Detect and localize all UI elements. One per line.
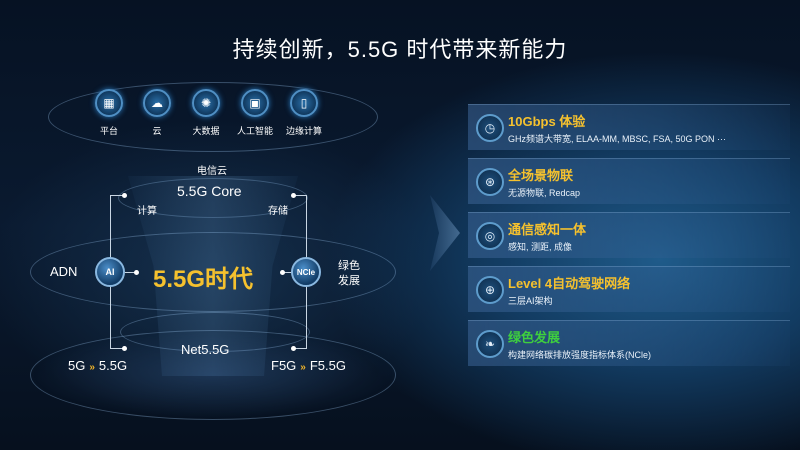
to-5-5g: 5.5G [98, 358, 128, 373]
chevron-right-icon [430, 195, 460, 271]
ai-chip-icon: ▣ [241, 89, 269, 117]
leaf-icon: ❧ [476, 330, 504, 358]
ncle-connector [282, 272, 292, 273]
ai-connector [125, 272, 137, 273]
bottom-ring [30, 330, 396, 420]
from-f5g: F5G [271, 358, 297, 373]
panel-subtitle: 无源物联, Redcap [508, 188, 581, 198]
panel-subtitle: 构建网络碳排放强度指标体系(NCle) [508, 350, 651, 360]
green-label-1: 绿色 [338, 260, 360, 272]
cloud-icon: ☁ [143, 89, 171, 117]
from-5g: 5G [68, 358, 86, 373]
ai-node: AI [95, 257, 125, 287]
adn-label: ADN [50, 264, 78, 279]
icon-label-ai: 人工智能 [236, 126, 273, 136]
dot [280, 270, 285, 275]
top-ring [48, 82, 378, 152]
icon-label-big-data: 大数据 [192, 126, 220, 136]
green-label-2: 发展 [338, 275, 360, 287]
left-bracket-top [110, 195, 124, 196]
double-chevron-icon: » [89, 362, 95, 373]
panel-title: 通信感知一体 [508, 222, 587, 237]
right-bracket-bottom [293, 348, 307, 349]
icon-label-cloud: 云 [152, 126, 162, 136]
cloud-label: 电信云 [197, 166, 227, 177]
speedometer-icon: ◷ [476, 114, 504, 142]
compute-label: 计算 [137, 206, 157, 217]
sensing-icon: ◎ [476, 222, 504, 250]
panel-title: Level 4自动驾驶网络 [508, 276, 631, 291]
core-ring [118, 178, 308, 218]
icon-label-edge: 边缘计算 [285, 126, 322, 136]
dot [291, 346, 296, 351]
globe-network-icon: ⊕ [476, 276, 504, 304]
net-label: Net5.5G [181, 342, 230, 357]
feature-panel-sensing: ◎ 通信感知一体 感知, 测距, 成像 [468, 212, 790, 258]
feature-panel-iot: ⊛ 全场景物联 无源物联, Redcap [468, 158, 790, 204]
feature-panel-autonomous: ⊕ Level 4自动驾驶网络 三层AI架构 [468, 266, 790, 312]
feature-panel-10gbps: ◷ 10Gbps 体验 GHz频谱大带宽, ELAA-MM, MBSC, FSA… [468, 104, 790, 150]
panel-subtitle: 感知, 测距, 成像 [508, 242, 573, 252]
big-data-icon: ✺ [192, 89, 220, 117]
edge-computing-icon: ▯ [290, 89, 318, 117]
panel-subtitle: GHz频谱大带宽, ELAA-MM, MBSC, FSA, 50G PON ··… [508, 134, 727, 144]
panel-title: 绿色发展 [508, 330, 561, 345]
storage-label: 存储 [268, 206, 288, 217]
double-chevron-icon: » [300, 362, 306, 373]
panel-title: 全场景物联 [508, 168, 574, 183]
right-bracket-top [293, 195, 307, 196]
evolution-left: 5G» 5.5G [68, 358, 127, 373]
panel-title: 10Gbps 体验 [508, 114, 586, 129]
ncle-node: NCle [291, 257, 321, 287]
platform-icon: ▦ [95, 89, 123, 117]
page-title: 持续创新，5.5G 时代带来新能力 [232, 37, 568, 62]
evolution-right: F5G» F5.5G [271, 358, 346, 373]
panel-subtitle: 三层AI架构 [508, 296, 553, 306]
left-bracket-bottom [110, 348, 124, 349]
dot [122, 193, 127, 198]
dot [122, 346, 127, 351]
iot-network-icon: ⊛ [476, 168, 504, 196]
dot [134, 270, 139, 275]
dot [291, 193, 296, 198]
center-title: 5.5G时代 [153, 266, 254, 293]
to-f5-5g: F5.5G [309, 358, 346, 373]
feature-panel-green: ❧ 绿色发展 构建网络碳排放强度指标体系(NCle) [468, 320, 790, 366]
icon-label-platform: 平台 [99, 126, 118, 136]
core-label: 5.5G Core [177, 183, 242, 199]
